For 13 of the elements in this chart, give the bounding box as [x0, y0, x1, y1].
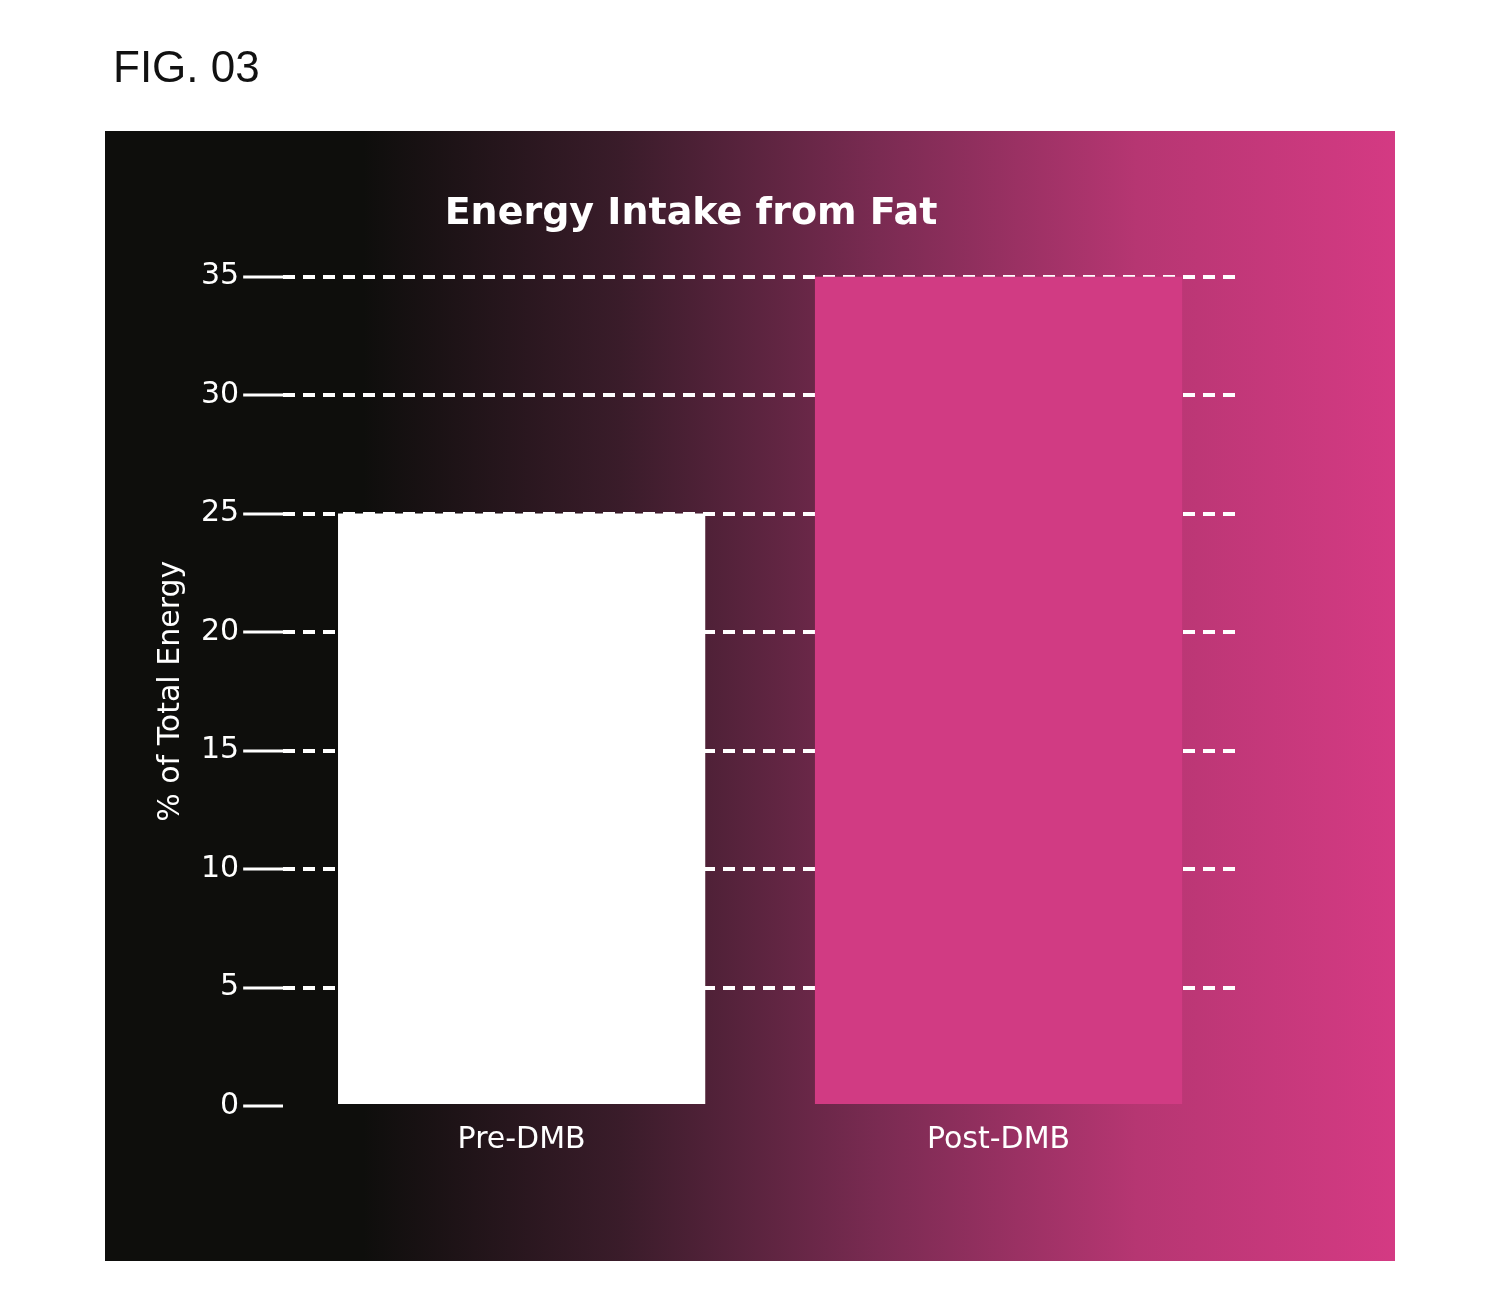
y-tick-label: 30	[200, 374, 240, 410]
caption: FIG. 03	[113, 42, 260, 92]
y-tick-label: 0	[220, 1085, 240, 1121]
y-tick-label: 35	[200, 256, 240, 292]
y-tick-label: 10	[200, 848, 240, 884]
y-tick-label: 20	[200, 611, 240, 647]
y-tick-label: 25	[200, 493, 240, 529]
x-tick-label: Pre-DMB	[457, 1119, 586, 1155]
x-tick-label: Post-DMB	[926, 1119, 1071, 1155]
y-axis-title: % of Total Energy	[150, 560, 186, 822]
y-tick-label: 15	[200, 730, 240, 766]
y-tick-label: 5	[220, 967, 240, 1003]
chart-title: Energy Intake from Fat	[444, 188, 938, 233]
